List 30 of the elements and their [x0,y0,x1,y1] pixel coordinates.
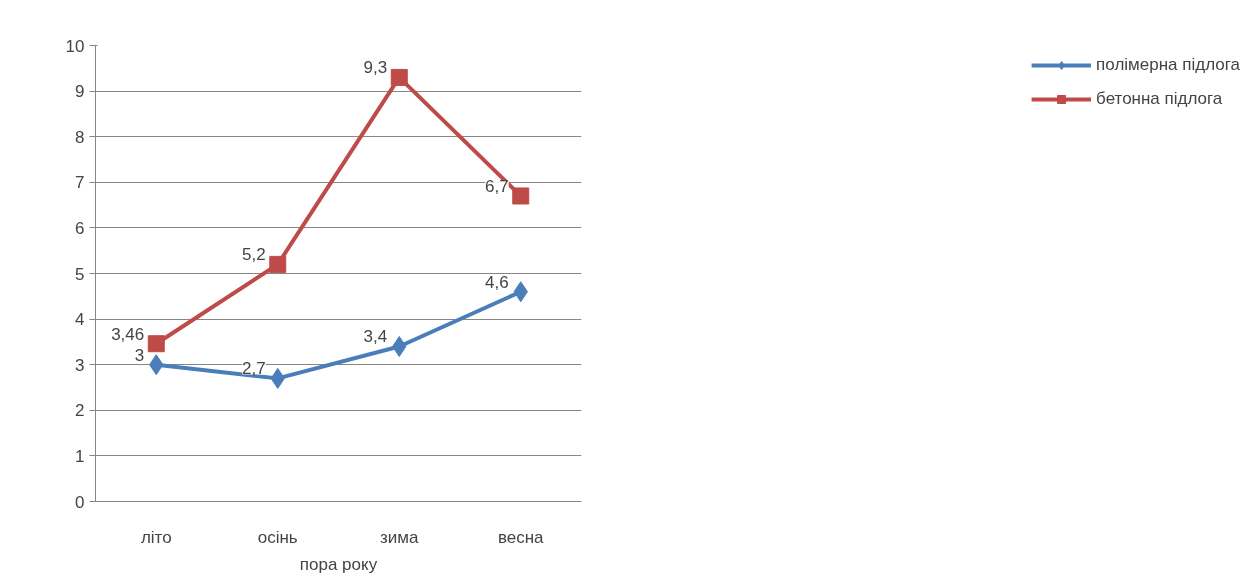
data-label: 6,7 [485,176,509,196]
x-tick-label: літо [140,527,172,547]
y-tick-label: 10 [65,36,85,56]
x-tick-label: осінь [257,527,298,547]
y-tick-label: 1 [75,446,85,466]
legend-label: бетонна підлога [1096,89,1223,109]
legend-label: полімерна підлога [1096,55,1240,75]
point [147,335,165,353]
y-tick-label: 7 [75,173,85,193]
data-label: 3,46 [111,324,145,344]
y-tick-label: 9 [75,82,85,102]
data-label: 5,2 [242,245,266,265]
data-label: 9,3 [363,58,388,78]
data-label: 3,4 [363,327,388,347]
point [390,68,408,86]
point [512,187,530,205]
x-tick-label: зима [380,527,420,547]
data-label: 2,7 [242,359,266,379]
data-label: 3 [134,345,145,365]
x-tick-label: весна [497,527,545,547]
y-tick-label: 2 [75,401,85,421]
y-tick-label: 6 [75,218,85,238]
x-axis-title: пора року [299,554,378,574]
y-tick-label: 8 [75,127,85,147]
y-tick-label: 3 [75,355,85,375]
y-tick-label: 5 [75,264,85,284]
y-tick-label: 4 [75,310,85,330]
point [269,255,287,273]
y-tick-label: 0 [75,492,85,512]
data-label: 4,6 [485,272,509,292]
